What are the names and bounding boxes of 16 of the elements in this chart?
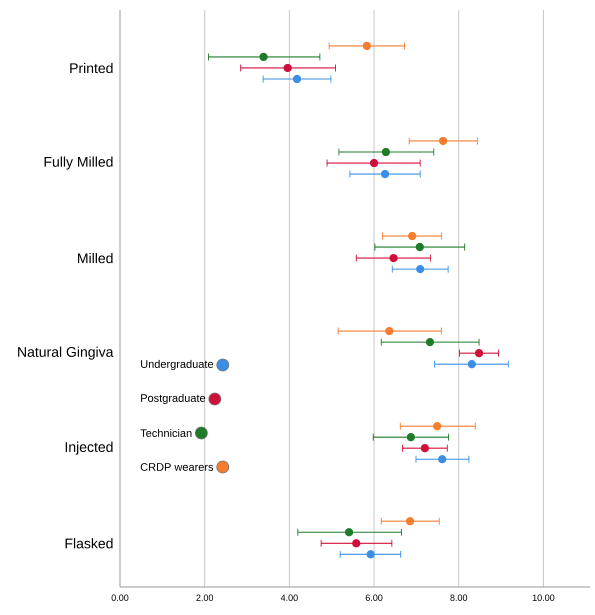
x-tick-label: 2.00 — [196, 594, 214, 601]
y-tick-label: Natural Gingiva — [18, 346, 114, 360]
x-tick-label: 8.00 — [450, 594, 468, 601]
y-tick-label: Printed — [70, 62, 113, 74]
x-tick-label: 6.00 — [366, 594, 382, 601]
x-tick-label: 4.00 — [280, 594, 298, 601]
y-tick-label: Injected — [66, 442, 113, 455]
x-tick-label: 10.00 — [532, 594, 554, 601]
legend-label: CRDP wearers — [140, 463, 214, 471]
x-tick-label: 0.00 — [112, 594, 128, 601]
y-tick-label: Milled — [78, 252, 113, 264]
y-tick-label: Flasked — [66, 538, 113, 548]
legend-label: Postgraduate — [141, 394, 206, 404]
y-tick-label: Fully Milled — [44, 156, 113, 170]
legend-label: Undergraduate — [141, 360, 214, 370]
legend-label: Technician — [140, 428, 192, 438]
